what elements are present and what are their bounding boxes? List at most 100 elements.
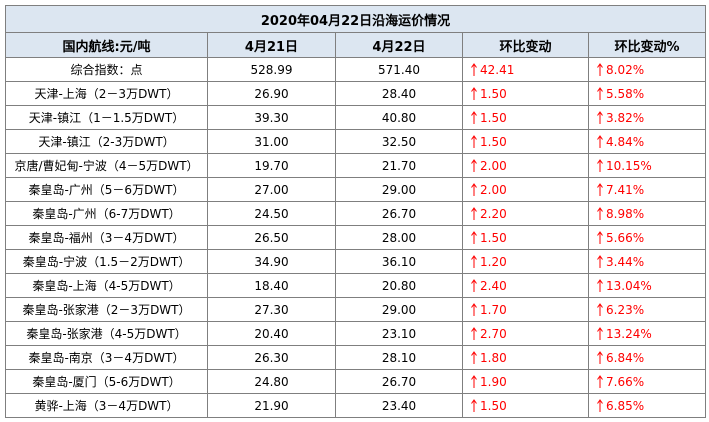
price-cell: 20.40 — [207, 321, 336, 346]
up-arrow — [471, 254, 477, 268]
change-cell: 5.58% — [587, 81, 707, 106]
cell-text: 1.20 — [480, 254, 507, 269]
price-cell: 31.00 — [207, 129, 336, 154]
cell-text: 29.00 — [381, 302, 417, 317]
price-cell: 21.90 — [207, 393, 336, 418]
change-cell: 6.85% — [587, 393, 707, 418]
table-row: 秦皇岛-厦门（5-6万DWT） 24.80 26.70 1.90 7.66% — [5, 369, 707, 394]
price-cell: 571.40 — [335, 57, 463, 82]
table-row: 秦皇岛-广州（5－6万DWT） 27.00 29.00 2.00 7.41% — [5, 177, 707, 202]
up-arrow — [471, 158, 477, 172]
cell-text: 42.41 — [480, 62, 515, 77]
cell-text: 29.00 — [381, 182, 417, 197]
price-cell: 27.30 — [207, 297, 336, 322]
cell-text: 26.70 — [381, 206, 417, 221]
cell-text: 23.40 — [381, 398, 417, 413]
cell-text: 2.20 — [480, 206, 507, 221]
price-cell: 28.40 — [335, 81, 463, 106]
header-cell: 国内航线:元/吨 — [5, 32, 208, 58]
cell-text: 秦皇岛-张家港（4-5万DWT） — [26, 327, 187, 341]
cell-text: 2.40 — [480, 278, 507, 293]
cell-text: 1.90 — [480, 374, 507, 389]
price-cell: 27.00 — [207, 177, 336, 202]
change-cell: 13.04% — [587, 273, 707, 298]
cell-text: 1.50 — [480, 134, 507, 149]
price-cell: 24.50 — [207, 201, 336, 226]
cell-text: 8.02% — [606, 62, 645, 77]
cell-text: 26.70 — [381, 374, 417, 389]
up-arrow — [597, 398, 603, 412]
cell-text: 黄骅-上海（3－4万DWT） — [34, 399, 179, 413]
up-arrow — [471, 182, 477, 196]
table-body: 综合指数：点 528.99 571.40 42.41 8.02% 天津-上海（2－3万DW… — [5, 57, 707, 418]
cell-text: 1.50 — [480, 230, 507, 245]
cell-text: 3.82% — [606, 110, 645, 125]
change-cell: 42.41 — [462, 57, 589, 82]
cell-text: 5.58% — [606, 86, 645, 101]
cell-text: 31.00 — [254, 134, 289, 149]
table-row: 秦皇岛-张家港（4-5万DWT） 20.40 23.10 2.70 13.24% — [5, 321, 707, 346]
cell-text: 13.24% — [606, 326, 652, 341]
route-cell: 天津-镇江（1－1.5万DWT） — [5, 105, 208, 130]
cell-text: 32.50 — [381, 134, 417, 149]
change-cell: 7.66% — [587, 369, 707, 394]
up-arrow — [471, 374, 477, 388]
price-cell: 26.50 — [207, 225, 336, 250]
cell-text: 21.90 — [254, 398, 289, 413]
up-arrow — [471, 62, 477, 76]
cell-text: 3.44% — [606, 254, 645, 269]
cell-text: 天津-镇江（1－1.5万DWT） — [28, 111, 185, 125]
cell-text: 19.70 — [254, 158, 289, 173]
change-cell: 10.15% — [587, 153, 707, 178]
change-cell: 1.50 — [462, 105, 589, 130]
cell-text: 18.40 — [254, 278, 289, 293]
change-cell: 2.00 — [462, 177, 589, 202]
up-arrow — [471, 134, 477, 148]
table-row: 黄骅-上海（3－4万DWT） 21.90 23.40 1.50 6.85% — [5, 393, 707, 418]
up-arrow — [471, 110, 477, 124]
cell-text: 27.30 — [254, 302, 289, 317]
up-arrow — [471, 206, 477, 220]
up-arrow — [471, 278, 477, 292]
table-title: 2020年04月22日沿海运价情况 — [4, 5, 707, 33]
change-cell: 7.41% — [587, 177, 707, 202]
route-cell: 综合指数：点 — [5, 57, 208, 82]
cell-text: 秦皇岛-宁波（1.5－2万DWT） — [22, 255, 191, 269]
change-cell: 6.23% — [587, 297, 707, 322]
route-cell: 秦皇岛-张家港（4-5万DWT） — [5, 321, 208, 346]
up-arrow — [597, 230, 603, 244]
cell-text: 1.50 — [480, 110, 507, 125]
route-cell: 秦皇岛-上海（4-5万DWT） — [5, 273, 208, 298]
price-cell: 36.10 — [335, 249, 463, 274]
price-cell: 23.10 — [335, 321, 463, 346]
price-cell: 21.70 — [335, 153, 463, 178]
up-arrow — [597, 158, 603, 172]
cell-text: 7.41% — [606, 182, 645, 197]
price-cell: 26.70 — [335, 369, 463, 394]
cell-text: 1.80 — [480, 350, 507, 365]
price-cell: 23.40 — [335, 393, 463, 418]
cell-text: 571.40 — [378, 62, 420, 77]
cell-text: 天津-镇江（2-3万DWT） — [38, 135, 175, 149]
table-row: 秦皇岛-宁波（1.5－2万DWT） 34.90 36.10 1.20 3.44% — [5, 249, 707, 274]
cell-text: 6.85% — [606, 398, 645, 413]
cell-text: 528.99 — [250, 62, 293, 77]
cell-text: 28.40 — [381, 86, 417, 101]
table-row: 秦皇岛-广州（6-7万DWT） 24.50 26.70 2.20 8.98% — [5, 201, 707, 226]
cell-text: 28.10 — [381, 350, 417, 365]
price-cell: 19.70 — [207, 153, 336, 178]
change-cell: 2.70 — [462, 321, 589, 346]
up-arrow — [597, 254, 603, 268]
cell-text: 秦皇岛-上海（4-5万DWT） — [32, 279, 181, 293]
cell-text: 2.00 — [480, 182, 507, 197]
price-cell: 28.00 — [335, 225, 463, 250]
up-arrow — [597, 326, 603, 340]
price-cell: 528.99 — [207, 57, 336, 82]
up-arrow — [597, 110, 603, 124]
cell-text: 2.70 — [480, 326, 507, 341]
cell-text: 27.00 — [254, 182, 289, 197]
cell-text: 1.70 — [480, 302, 507, 317]
up-arrow — [597, 374, 603, 388]
cell-text: 28.00 — [381, 230, 417, 245]
table-row: 天津-上海（2－3万DWT） 26.90 28.40 1.50 5.58% — [5, 81, 707, 106]
